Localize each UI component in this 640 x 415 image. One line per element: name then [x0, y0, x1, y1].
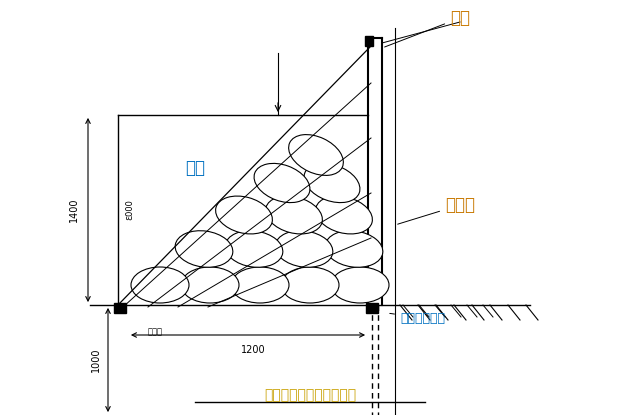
Text: 1000: 1000 — [91, 348, 101, 372]
Text: 1400: 1400 — [69, 198, 79, 222]
Text: 大楔子: 大楔子 — [148, 327, 163, 336]
Bar — [365, 36, 373, 46]
Ellipse shape — [275, 231, 333, 267]
Text: 沙袋: 沙袋 — [185, 159, 205, 177]
Ellipse shape — [181, 267, 239, 303]
Ellipse shape — [281, 267, 339, 303]
Text: 1200: 1200 — [241, 345, 266, 355]
Bar — [114, 303, 126, 313]
Ellipse shape — [266, 196, 323, 234]
Ellipse shape — [325, 231, 383, 267]
Bar — [366, 303, 378, 313]
Ellipse shape — [304, 164, 360, 203]
Ellipse shape — [254, 164, 310, 203]
Ellipse shape — [225, 231, 283, 267]
Text: ℇ000: ℇ000 — [125, 200, 134, 220]
Text: 钉管打入土体: 钉管打入土体 — [390, 312, 445, 325]
Ellipse shape — [175, 231, 233, 267]
Ellipse shape — [331, 267, 389, 303]
Text: 临水面: 临水面 — [397, 196, 475, 224]
Text: 围挡: 围挡 — [385, 9, 470, 47]
Ellipse shape — [216, 196, 273, 234]
Ellipse shape — [289, 134, 344, 176]
Ellipse shape — [316, 196, 372, 234]
Ellipse shape — [231, 267, 289, 303]
Text: 围墙墙体钉管沙袋加固图: 围墙墙体钉管沙袋加固图 — [264, 388, 356, 402]
Ellipse shape — [131, 267, 189, 303]
